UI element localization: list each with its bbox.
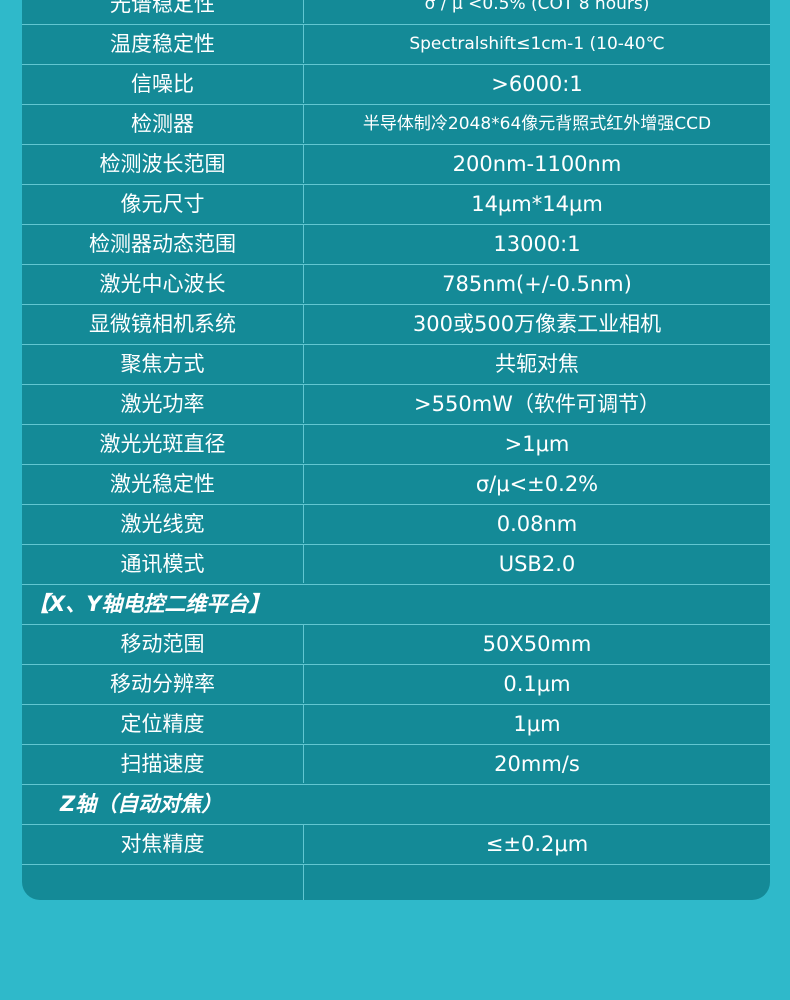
spec-label: 扫描速度 [22,745,304,783]
spec-row: 显微镜相机系统 300或500万像素工业相机 [22,305,770,345]
spec-label: 检测波长范围 [22,145,304,183]
spec-label: 聚焦方式 [22,345,304,383]
spec-label: 检测器 [22,105,304,143]
spec-value: 半导体制冷2048*64像元背照式红外增强CCD [362,114,712,134]
spec-label: 激光功率 [22,385,304,423]
spec-label: 光谱稳定性 [22,0,304,23]
spec-row: 聚焦方式 共轭对焦 [22,345,770,385]
spec-label: 信噪比 [22,65,304,103]
spec-value: 785nm(+/-0.5nm) [442,272,632,296]
spec-row: 移动范围 50X50mm [22,625,770,665]
spec-value: 0.08nm [496,512,578,536]
spec-value: 共轭对焦 [495,352,579,376]
spec-label: 温度稳定性 [22,25,304,63]
spec-label: 激光稳定性 [22,465,304,503]
spec-value: 14μm*14μm [471,192,603,216]
spec-row: 激光中心波长 785nm(+/-0.5nm) [22,265,770,305]
spec-value: ≤±0.2μm [485,832,589,856]
section-title: Z轴（自动对焦） [60,792,223,816]
spec-row: 检测器动态范围 13000:1 [22,225,770,265]
spec-label: 移动范围 [22,625,304,663]
section-title: 【X、Y轴电控二维平台】 [28,592,270,616]
spec-label: 对焦精度 [22,825,304,863]
spec-label: 激光中心波长 [22,265,304,303]
spec-value: 1μm [513,712,561,736]
spec-label: 移动分辨率 [22,665,304,703]
spec-value: 300或500万像素工业相机 [412,312,662,336]
spec-row: 激光光斑直径 >1μm [22,425,770,465]
spec-row: 对焦精度 ≤±0.2μm [22,825,770,865]
spec-row: 【X、Y轴电控二维平台】 [22,585,770,625]
spec-label: 激光光斑直径 [22,425,304,463]
empty-row [22,865,770,900]
spec-row: 定位精度 1μm [22,705,770,745]
spec-value: 0.1μm [503,672,571,696]
spec-label: 定位精度 [22,705,304,743]
spec-value: 50X50mm [482,632,592,656]
spec-value: USB2.0 [498,552,576,576]
spec-row: 像元尺寸 14μm*14μm [22,185,770,225]
spec-value: >1μm [504,432,570,456]
spec-value: 20mm/s [494,752,580,776]
spec-row: 移动分辨率 0.1μm [22,665,770,705]
spec-label: 检测器动态范围 [22,225,304,263]
spec-row: 激光稳定性 σ/μ<±0.2% [22,465,770,505]
spec-row: 温度稳定性 Spectralshift≤1cm-1 (10-40℃ [22,25,770,65]
spec-row: 激光线宽 0.08nm [22,505,770,545]
spec-value: σ/μ<±0.2% [475,472,599,496]
spec-label: 显微镜相机系统 [22,305,304,343]
spec-row: 信噪比 >6000:1 [22,65,770,105]
spec-row: 检测波长范围 200nm-1100nm [22,145,770,185]
spec-row: 检测器 半导体制冷2048*64像元背照式红外增强CCD [22,105,770,145]
spec-value: >550mW（软件可调节） [414,392,660,416]
spec-label: 像元尺寸 [22,185,304,223]
spec-row: Z轴（自动对焦） [22,785,770,825]
spec-value: Spectralshift≤1cm-1 (10-40℃ [409,34,665,54]
spec-value: σ / μ <0.5% (COT 8 hours) [424,0,650,14]
spec-value: 13000:1 [493,232,581,256]
spec-value: 200nm-1100nm [452,152,622,176]
spec-row: 通讯模式 USB2.0 [22,545,770,585]
spec-row: 激光功率 >550mW（软件可调节） [22,385,770,425]
spec-label: 通讯模式 [22,545,304,583]
spec-row: 光谱稳定性 σ / μ <0.5% (COT 8 hours) [22,0,770,25]
spec-table: 光谱稳定性 σ / μ <0.5% (COT 8 hours) 温度稳定性 Spect… [22,0,770,900]
spec-label: 激光线宽 [22,505,304,543]
spec-row: 扫描速度 20mm/s [22,745,770,785]
empty-cell [22,865,304,900]
spec-value: >6000:1 [491,72,583,96]
